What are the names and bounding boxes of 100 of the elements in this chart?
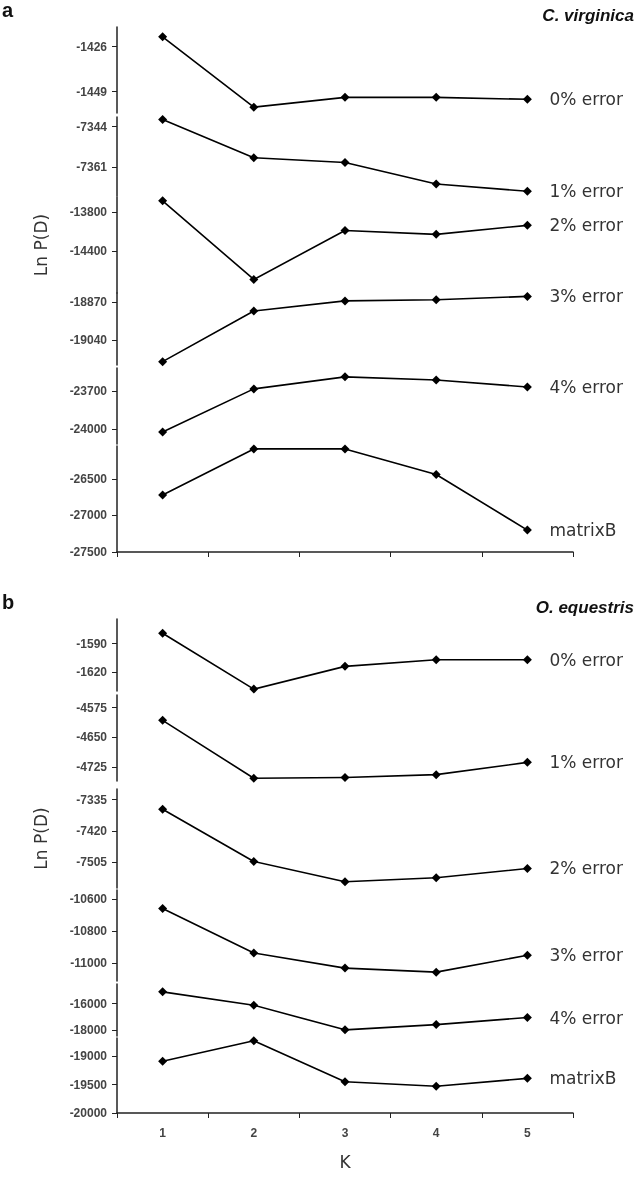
point [249,1000,259,1010]
point [522,186,532,196]
chart-title: O. equestris [535,598,635,617]
point [158,1056,168,1066]
x-tick-label: 4 [432,1126,440,1140]
y-tick-label: -7361 [76,160,108,175]
point [431,655,441,665]
point [522,291,532,301]
point [340,226,350,235]
y-tick-label: -7505 [76,855,108,870]
y-tick-label: -14400 [69,244,108,259]
y-tick-label: -10600 [69,891,108,906]
point [340,296,350,306]
y-tick-label: -11000 [70,956,108,971]
point [249,444,259,454]
point [340,157,350,167]
series-label: matrixB [549,520,617,541]
y-axis-title: Ln P(D) [30,213,51,277]
y-tick-label: -26500 [69,471,108,486]
point [340,444,350,454]
y-tick-label: -24000 [69,421,108,436]
point [249,948,259,958]
y-tick-label: -18000 [69,1022,108,1037]
point [431,295,441,305]
y-tick-label: -19500 [69,1077,108,1092]
y-tick-label: -7344 [76,119,108,134]
point [158,628,168,638]
point [340,1025,350,1035]
point [340,92,350,102]
point [522,757,532,767]
point [249,102,259,112]
x-tick-label: 2 [250,1126,258,1140]
point [249,773,259,783]
series-label: 0% error [549,649,623,670]
y-axis-title: Ln P(D) [30,807,51,870]
x-axis-title: K [339,1151,352,1172]
point [522,950,532,960]
point [158,114,168,124]
text: a [2,0,14,21]
y-tick-label: -4650 [76,730,108,745]
point [158,715,168,725]
point [340,963,350,973]
point [158,804,168,814]
point [158,987,168,997]
point [158,196,168,206]
point [522,1013,532,1023]
point [249,1036,259,1046]
point [249,306,259,316]
point [249,384,259,394]
point [522,94,532,104]
y-tick-label: -19000 [69,1049,108,1064]
point [431,967,441,977]
point [340,372,350,382]
y-tick-label: -7420 [76,823,108,838]
series-label: 1% error [549,752,623,773]
point [340,661,350,671]
point [340,877,350,887]
series-label: matrixB [549,1068,617,1089]
point [340,772,350,782]
point [431,470,441,480]
y-tick-label: -13800 [69,205,108,220]
y-tick-label: -16000 [69,996,108,1011]
y-tick-label: -23700 [69,383,108,398]
series-label: 4% error [549,1007,623,1028]
y-tick-label: -4725 [76,760,108,775]
series-label: 3% error [549,945,623,966]
point [522,525,532,535]
y-tick-label: -1620 [76,665,108,680]
series-label: 2% error [549,215,623,236]
point [431,92,441,102]
x-tick-label: 1 [159,1126,167,1140]
series-label: 0% error [549,89,623,110]
point [431,873,441,883]
point [431,1081,441,1091]
point [431,1020,441,1030]
y-tick-label: -1426 [76,39,108,54]
series-label: 4% error [549,377,623,397]
series-label: 3% error [549,286,623,307]
point [249,857,259,866]
y-tick-label: -10800 [69,924,108,939]
series-label: 1% error [549,181,623,202]
point [522,655,532,665]
y-tick-label: -27000 [69,508,108,523]
point [522,382,532,392]
point [249,153,259,163]
y-tick-label: -19040 [69,333,108,348]
point [431,229,441,239]
series-label: 2% error [549,858,623,879]
text: b [2,591,15,613]
y-tick-label: -1449 [76,84,108,99]
point [158,357,168,367]
x-tick-label: 5 [524,1126,532,1140]
y-tick-label: -18870 [69,295,108,309]
point [522,1073,532,1083]
y-tick-label: -7335 [76,792,108,807]
point [158,32,168,42]
point [340,1077,350,1087]
point [431,770,441,780]
y-tick-label: -4575 [76,700,108,715]
point [522,220,532,230]
